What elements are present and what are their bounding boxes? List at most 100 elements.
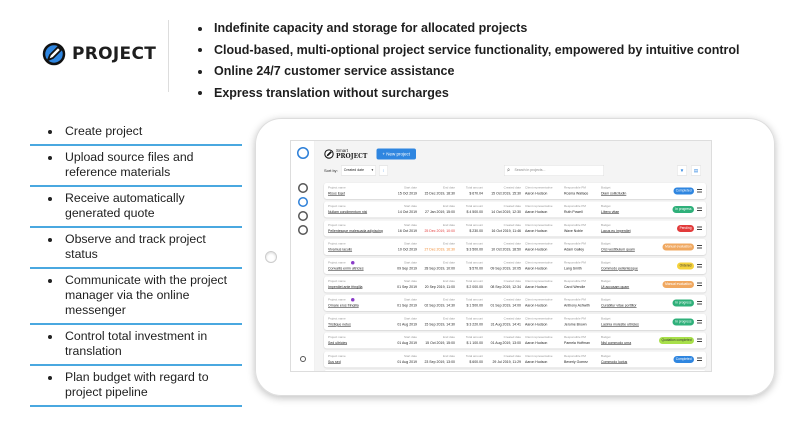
row-menu-icon[interactable] (697, 338, 702, 343)
cell-budget: Budget Nisl commodo urna (601, 336, 651, 346)
cell-label: Responsible PM (564, 298, 586, 302)
table-row[interactable]: Project name Tristique netus Start date 01 … (324, 313, 706, 330)
status-badge: Quotation completed (659, 337, 694, 345)
cell-value[interactable]: Diam sollicitudin (601, 192, 627, 196)
cell-label: Budget (601, 336, 611, 340)
cell-created: Created date 16 Oct 2019, 11:46 (486, 223, 521, 233)
cell-pm: Responsible PM Ruth Powell (564, 205, 598, 215)
filter-button[interactable]: ▼ (677, 165, 687, 176)
cell-value[interactable]: Commodo luctus (601, 360, 628, 364)
cell-value: 09 Sep 2019, 10:05 (490, 266, 521, 271)
cell-value: $ 3 500.00 (466, 248, 483, 252)
cell-value[interactable]: Sed ultricies (328, 341, 348, 346)
cell-value: 28 Sep 2019, 10:00 (424, 266, 455, 271)
row-menu-icon[interactable] (697, 301, 702, 305)
cell-value[interactable]: Nisl commodo urna (601, 341, 632, 346)
row-menu-icon[interactable] (697, 245, 702, 249)
cell-start: Start date 16 Oct 2019 (394, 223, 417, 233)
logout-icon[interactable] (300, 356, 306, 362)
cell-value: 15 Oct 2019 (397, 192, 417, 196)
cell-value[interactable]: Orci vestibulum quam (601, 248, 635, 252)
cell-value[interactable]: Tristique netus (328, 322, 351, 327)
cell-value[interactable]: Lacinia molestie ultricies (601, 322, 639, 327)
cell-value[interactable]: Vivamus iaculis (328, 248, 353, 252)
row-menu-icon[interactable] (697, 189, 702, 193)
table-row[interactable]: Project name Convallis enim ultricies Star… (324, 257, 706, 274)
new-project-button[interactable]: + New project (376, 148, 417, 160)
cell-value[interactable]: Commodo pellentesque (601, 266, 638, 271)
row-menu-icon[interactable] (697, 226, 702, 230)
cell-label: Total amount (465, 317, 483, 321)
cell-label: End date (442, 354, 455, 358)
cell-label: Project name (328, 205, 346, 209)
cell-value: 16 Oct 2019, 11:46 (491, 229, 521, 233)
table-row[interactable]: Project name Vivamus iaculis Start date 10 … (324, 239, 706, 256)
cell-value[interactable]: Pellentesque malesuada adipiscing (328, 229, 383, 233)
sort-direction-button[interactable]: ↓ (378, 165, 388, 176)
cell-label: Start date (403, 261, 417, 265)
cell-start: Start date 01 Sep 2019 (394, 279, 417, 289)
brand-name: PROJECT (72, 44, 157, 64)
cell-amount: Total amount $ 1 500.00 (458, 298, 483, 308)
cell-value[interactable]: Ornare eros fringilla (328, 304, 359, 308)
cell-value: $ 4 500.00 (466, 210, 483, 215)
table-row[interactable]: Project name Ornare eros fringilla Start d… (324, 295, 706, 312)
sidebar-settings-icon[interactable] (298, 225, 308, 235)
table-row[interactable]: Project nameAliquam erosStart date17 Jul… (324, 369, 706, 371)
cell-label: End date (442, 317, 455, 321)
sort-select[interactable]: Created date (340, 165, 376, 176)
row-menu-icon[interactable] (697, 319, 702, 324)
cell-value[interactable]: Imperdiet ante fringilla (328, 285, 363, 289)
cell-value: Aaron Hudson (525, 229, 548, 233)
status-badge: Completed (673, 187, 694, 195)
status-badge: Pending (677, 224, 694, 232)
cell-value: Beverly Gomez (564, 360, 588, 364)
app-logo-icon[interactable] (297, 147, 309, 159)
search-input[interactable]: Search in projects... (504, 165, 604, 176)
sidebar-edit-icon[interactable] (298, 197, 308, 207)
cell-name: Project name Pellentesque malesuada adipi… (328, 223, 391, 233)
cell-value[interactable]: Nullam condimentum nisi (328, 210, 368, 215)
table-row[interactable]: Project name Pellentesque malesuada adipi… (324, 220, 706, 237)
cell-label: Start date (403, 354, 417, 358)
step-item: Upload source files and reference materi… (30, 146, 242, 187)
cell-value[interactable]: Lacus eu imperdiet (601, 229, 631, 233)
row-menu-icon[interactable] (697, 207, 702, 212)
cell-value[interactable]: Risus Eget (328, 192, 345, 196)
cell-value: Wave Noble (564, 229, 583, 233)
sidebar (291, 141, 315, 371)
status-badge: Manual evaluation (662, 243, 694, 251)
cell-value[interactable]: Libero vitae (601, 210, 620, 215)
cell-value[interactable]: Ut accusam quam (601, 285, 630, 289)
table-row[interactable]: Project name Sus sed Start date 01 Aug 2019… (324, 351, 706, 368)
cell-value: Anthony Ashwith (564, 304, 590, 308)
row-menu-icon[interactable] (697, 282, 702, 286)
table-row[interactable]: Project name Sed ultricies Start date 01 Au… (324, 332, 706, 349)
sidebar-projects-icon[interactable] (298, 183, 308, 193)
cell-amount: Total amount $ 2 000.00 (458, 279, 483, 289)
export-button[interactable]: ▤ (691, 165, 701, 176)
cell-amount: Total amount $ 670.04 (458, 186, 483, 196)
table-row[interactable]: Project name Risus Eget Start date 15 Oct 2… (324, 183, 706, 199)
row-menu-icon[interactable] (697, 263, 702, 268)
cell-value: 23 Sep 2019, 13:00 (424, 360, 455, 364)
cell-amount: Total amount $ 230.00 (458, 223, 483, 233)
cell-label: Client representative (525, 336, 553, 340)
cell-value[interactable]: Sus sed (328, 360, 341, 364)
table-row[interactable]: Project name Imperdiet ante fringilla Star… (324, 276, 706, 293)
table-row[interactable]: Project name Nullam condimentum nisi Start… (324, 201, 706, 218)
cell-created: Created date 15 Oct 2019, 15:30 (486, 186, 521, 196)
cell-label: Created date (503, 336, 521, 340)
project-list: Project name Risus Eget Start date 15 Oct 2… (324, 183, 706, 371)
cell-created: Created date 01 Aug 2019, 13:00 (486, 336, 521, 346)
cell-value[interactable]: Convallis enim ultricies (328, 266, 364, 271)
cell-label: End date (442, 298, 455, 302)
cell-label: Total amount (465, 279, 483, 283)
row-menu-icon[interactable] (697, 357, 702, 361)
sidebar-refresh-icon[interactable] (298, 211, 308, 221)
pencil-logo-icon (42, 42, 66, 66)
cell-label: Project name (328, 354, 346, 358)
cell-value: 10 Oct 2019, 18:50 (491, 248, 521, 252)
cell-label: Budget (601, 242, 611, 246)
cell-value[interactable]: Curabitur vitae porttitor (601, 304, 637, 308)
